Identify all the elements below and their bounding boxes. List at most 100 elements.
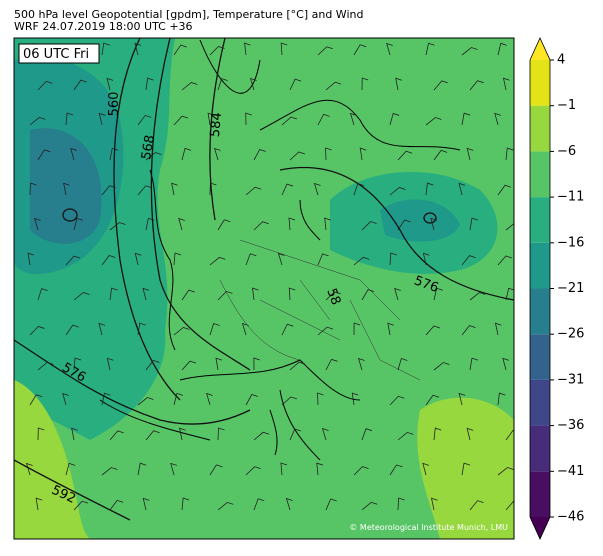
wind-barb	[288, 217, 296, 231]
wind-barb	[171, 182, 178, 196]
wind-barb	[351, 392, 359, 406]
wind-barb	[458, 392, 466, 406]
wind-barb	[361, 221, 377, 231]
wind-barb	[397, 497, 405, 511]
wind-barb	[207, 112, 215, 126]
wind-barb	[178, 217, 185, 231]
wind-barb	[325, 358, 338, 371]
subtitle-line: WRF 24.07.2019 18:00 UTC +36	[14, 20, 193, 33]
wind-barb	[281, 396, 298, 406]
warm-region	[14, 380, 90, 539]
wind-barb	[395, 77, 402, 91]
wind-barb	[109, 147, 119, 161]
wind-barb	[497, 392, 506, 406]
wind-barb	[469, 292, 486, 301]
wind-barb	[505, 287, 514, 301]
wind-barb	[469, 500, 484, 511]
wind-barb	[353, 322, 361, 336]
wind-barb	[65, 112, 74, 126]
wind-barb	[321, 427, 329, 441]
wind-barb	[466, 427, 474, 441]
map-frame	[13, 37, 515, 540]
wind-barb	[357, 357, 365, 371]
colorbar-band	[530, 197, 550, 243]
colorbar-tick-label: −11	[557, 190, 584, 205]
wind-barb	[466, 147, 474, 161]
wind-barb	[101, 392, 111, 406]
wind-barb	[389, 252, 397, 266]
wind-barb	[145, 77, 154, 91]
wind-barb	[425, 394, 440, 406]
colorbar-tick-label: −6	[557, 144, 576, 159]
wind-barb	[389, 112, 400, 126]
wind-barb	[325, 498, 337, 511]
wind-barb	[422, 252, 430, 266]
wind-barb	[317, 392, 324, 406]
wind-barb	[37, 361, 54, 371]
wind-barb	[145, 430, 160, 441]
wind-barb	[277, 252, 285, 266]
wind-barb	[181, 289, 195, 301]
wind-barb	[35, 497, 43, 511]
wind-barb	[397, 219, 411, 231]
wind-barb	[425, 325, 441, 336]
wind-barb	[469, 80, 484, 91]
wind-barb	[497, 255, 513, 266]
wind-barb	[98, 322, 106, 336]
wind-barb	[317, 326, 334, 336]
wind-barb	[353, 44, 367, 56]
wind-barb	[253, 357, 260, 371]
wind-barb	[505, 147, 514, 161]
wind-barb	[137, 114, 152, 126]
colorbar-band	[530, 334, 550, 380]
colorbar-tick-label: 4	[557, 53, 565, 68]
wind-barb	[29, 116, 46, 126]
wind-barb	[29, 325, 45, 336]
wind-barb	[433, 427, 442, 441]
wind-barb	[497, 467, 514, 476]
wind-barb	[494, 322, 502, 336]
wind-barb	[325, 147, 332, 161]
wind-barb	[389, 464, 403, 476]
wind-barb	[101, 254, 116, 266]
wind-barb	[397, 431, 414, 441]
wind-barb	[289, 361, 306, 371]
wind-barb	[469, 217, 479, 231]
wind-barb	[253, 431, 270, 441]
wind-barb	[425, 182, 434, 196]
wind-barb	[361, 501, 378, 511]
colorbar-band	[530, 471, 550, 517]
colorbar-band	[530, 105, 550, 152]
wind-barb	[245, 112, 252, 126]
wind-barb	[73, 79, 87, 91]
wind-barb	[497, 184, 512, 196]
wind-barb	[241, 322, 249, 336]
wind-barb	[389, 395, 405, 406]
wind-barb	[425, 117, 442, 126]
wind-barb	[288, 287, 296, 301]
colorbar-tick-label: −16	[557, 235, 584, 250]
wind-barb	[101, 467, 118, 476]
wind-barb	[173, 115, 189, 126]
wind-barb	[494, 112, 501, 126]
wind-barb	[289, 78, 302, 91]
wind-barb	[73, 292, 90, 301]
colorbar-band	[530, 379, 550, 426]
wind-barb	[209, 323, 220, 336]
wind-barb	[215, 357, 223, 371]
wind-barb	[106, 77, 114, 91]
time-label: 06 UTC Fri	[23, 47, 89, 62]
wind-barb	[34, 217, 41, 231]
colorbar-band	[530, 60, 550, 106]
wind-barb	[325, 81, 342, 91]
colorbar-band	[530, 242, 550, 289]
wind-barb	[37, 288, 48, 301]
colorbar-band	[530, 288, 550, 335]
wind-barb	[433, 80, 448, 91]
wind-barb	[206, 392, 213, 406]
colorbar-tick-label: −46	[557, 510, 584, 525]
wind-barb	[209, 46, 225, 56]
wind-barb	[458, 182, 466, 196]
wind-barb	[353, 466, 369, 476]
wind-barb	[361, 77, 369, 91]
